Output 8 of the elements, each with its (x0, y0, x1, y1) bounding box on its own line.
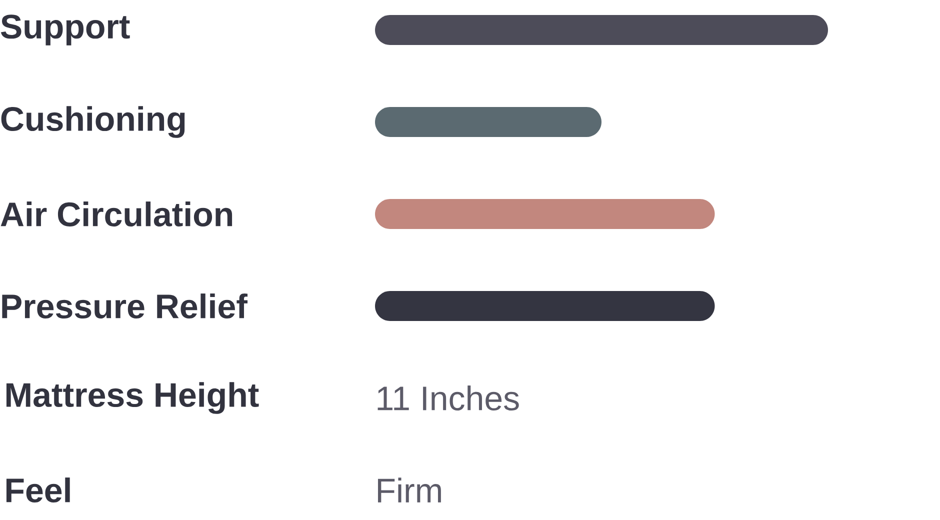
text: Firm (378, 478, 441, 502)
text: 11 Inches (378, 386, 519, 410)
y-tick-label: Air Circulation (0, 202, 232, 226)
text: Feel (6, 478, 70, 502)
text: Mattress Height (6, 382, 259, 414)
y-tick-label: Support (0, 14, 130, 46)
y-tick-label: Pressure Relief (2, 294, 248, 318)
y-tick-label: Cushioning (1, 106, 185, 138)
